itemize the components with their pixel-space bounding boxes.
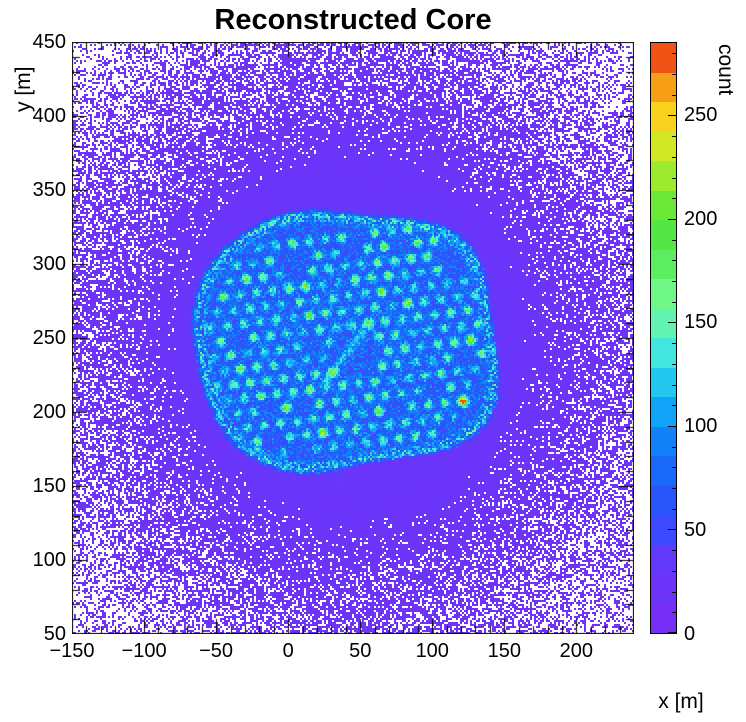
colorbar-tick [672, 508, 676, 510]
colorbar-band [651, 544, 676, 574]
colorbar-band [651, 131, 676, 161]
x-tick-label: 150 [487, 640, 521, 662]
colorbar-band [651, 426, 676, 456]
z-tick-label: 100 [684, 415, 718, 438]
colorbar-tick [672, 53, 676, 55]
colorbar-band [651, 338, 676, 368]
colorbar-band [651, 367, 676, 397]
colorbar-tick [668, 218, 676, 220]
colorbar-tick [672, 94, 676, 96]
y-tick-label: 50 [43, 623, 66, 645]
axes-frame [72, 42, 634, 634]
colorbar-tick [672, 363, 676, 365]
x-tick-label: −150 [49, 640, 95, 662]
x-tick-label: 200 [559, 640, 594, 662]
colorbar-tick [672, 446, 676, 448]
colorbar [650, 42, 677, 634]
y-tick-label: 300 [32, 253, 66, 275]
colorbar-tick [672, 177, 676, 179]
colorbar-band [651, 456, 676, 486]
colorbar-tick [672, 198, 676, 200]
colorbar-band [651, 485, 676, 515]
colorbar-tick [672, 405, 676, 407]
z-tick-label: 150 [684, 311, 718, 334]
colorbar-tick [668, 632, 676, 633]
colorbar-tick [668, 322, 676, 324]
colorbar-tick [668, 115, 676, 117]
colorbar-tick [672, 136, 676, 138]
y-tick-label: 400 [32, 105, 66, 127]
colorbar-tick [672, 591, 676, 593]
colorbar-tick [672, 612, 676, 614]
x-tick-label: −100 [121, 640, 167, 662]
colorbar-tick [672, 156, 676, 158]
colorbar-band [651, 220, 676, 250]
colorbar-tick [672, 467, 676, 469]
x-axis-title: x [m] [658, 690, 704, 713]
colorbar-band [651, 249, 676, 279]
y-tick-label: 200 [32, 401, 66, 423]
y-tick-label: 100 [32, 549, 66, 571]
colorbar-tick [672, 550, 676, 552]
colorbar-band [651, 397, 676, 427]
z-tick-label: 50 [684, 519, 707, 542]
y-tick-label: 250 [32, 327, 66, 349]
x-tick-label: 0 [282, 640, 294, 662]
z-tick-label: 250 [684, 103, 718, 126]
colorbar-title: count [714, 44, 737, 96]
colorbar-tick [672, 488, 676, 490]
y-tick-label: 150 [32, 475, 66, 497]
colorbar-band [651, 190, 676, 220]
colorbar-tick [672, 281, 676, 283]
colorbar-band [651, 161, 676, 191]
colorbar-tick [672, 301, 676, 303]
colorbar-band [651, 43, 676, 73]
colorbar-gradient [651, 43, 676, 633]
colorbar-band [651, 72, 676, 102]
colorbar-tick [668, 529, 676, 531]
colorbar-band [651, 279, 676, 309]
colorbar-tick [672, 343, 676, 345]
x-tick-label: 100 [415, 640, 449, 662]
z-tick-label: 200 [684, 207, 718, 230]
colorbar-tick [668, 425, 676, 427]
colorbar-tick [672, 74, 676, 76]
y-tick-label: 450 [32, 31, 66, 53]
colorbar-tick [672, 260, 676, 262]
colorbar-band [651, 102, 676, 132]
chart-title: Reconstructed Core [214, 4, 492, 36]
colorbar-tick [672, 239, 676, 241]
x-tick-label: 50 [349, 640, 372, 662]
z-tick-label: 0 [684, 623, 696, 645]
x-tick-label: −50 [199, 640, 234, 662]
colorbar-band [651, 603, 676, 633]
y-tick-label: 350 [32, 179, 66, 201]
colorbar-tick [672, 570, 676, 572]
colorbar-band [651, 574, 676, 604]
colorbar-tick [672, 384, 676, 386]
